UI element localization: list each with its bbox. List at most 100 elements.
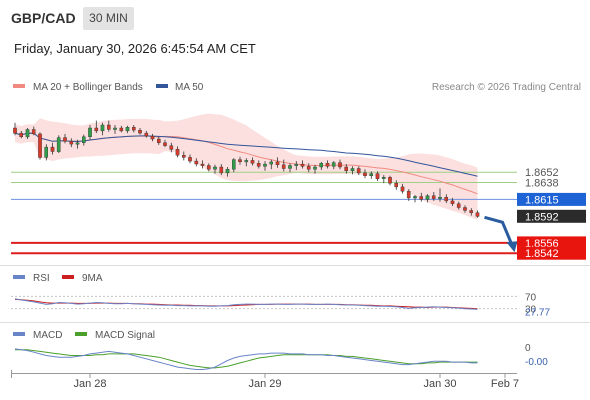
main-legend: MA 20 + Bollinger Bands MA 50 xyxy=(13,82,204,93)
copyright-text: Research © 2026 Trading Central xyxy=(432,82,581,93)
macd-panel: 0 -0.00 xyxy=(14,343,548,370)
level-tag-support xyxy=(517,236,586,250)
macd-current-value: -0.00 xyxy=(525,357,548,368)
candle-body xyxy=(231,159,236,170)
symbol-title: GBP/CAD xyxy=(11,10,76,26)
candle-body xyxy=(88,127,92,138)
candle-body xyxy=(344,166,349,171)
candle-body xyxy=(319,163,324,168)
legend-swatch-rsi xyxy=(13,275,25,279)
candle-body xyxy=(219,166,224,174)
rsi-line xyxy=(14,298,478,310)
candle-body xyxy=(131,126,136,131)
candle-body xyxy=(413,196,417,199)
macd-signal-line xyxy=(15,349,478,369)
candle-body xyxy=(188,157,192,162)
candle-body xyxy=(100,124,105,132)
level-tag-support xyxy=(517,246,586,260)
candle-body xyxy=(213,166,217,170)
candle-body xyxy=(94,127,99,132)
candle-body xyxy=(163,142,167,146)
rsi-current-value: 27.77 xyxy=(525,307,550,318)
candle-body xyxy=(38,133,42,158)
candle-body xyxy=(475,212,480,217)
candle-body xyxy=(288,165,292,169)
level-label-resistance: 1.8652 xyxy=(525,167,559,179)
forecast-arrow-line xyxy=(484,215,514,247)
ma50-line xyxy=(14,132,478,177)
candle-body xyxy=(250,160,255,164)
candle-body xyxy=(431,195,436,199)
level-tag-pivot xyxy=(517,192,586,206)
legend-label-rsi-ma: 9MA xyxy=(82,273,103,284)
level-label-last: 1.8592 xyxy=(525,211,559,223)
candle-body xyxy=(238,159,242,163)
candle-body xyxy=(244,160,249,163)
candle-body xyxy=(306,166,311,170)
candle-body xyxy=(394,182,399,188)
candle-body xyxy=(138,129,142,134)
x-axis-label: Jan 28 xyxy=(73,378,106,390)
candle-body xyxy=(225,168,230,174)
candle-body xyxy=(56,137,61,152)
macd-tick-zero: 0 xyxy=(525,343,531,354)
timeframe-badge[interactable]: 30 MIN xyxy=(83,7,134,30)
candle-body xyxy=(125,126,130,132)
legend-swatch-rsi-ma xyxy=(62,275,74,279)
candle-body xyxy=(200,163,205,166)
rsi-tick-30: 30 xyxy=(525,305,537,316)
x-axis-label: Feb 7 xyxy=(491,378,519,390)
candle-body xyxy=(281,164,286,169)
candle-body xyxy=(194,160,199,165)
candle-body xyxy=(69,140,74,145)
level-label-pivot: 1.8615 xyxy=(525,194,559,206)
candle-body xyxy=(369,173,374,177)
candle-body xyxy=(181,154,186,158)
candle-body xyxy=(275,161,280,165)
bollinger-band xyxy=(15,113,478,220)
candle-body xyxy=(50,146,55,152)
candle-body xyxy=(356,168,361,174)
legend-label-ma50: MA 50 xyxy=(175,82,204,93)
candle-body xyxy=(450,200,455,204)
candle-body xyxy=(169,145,174,150)
macd-line xyxy=(14,348,478,370)
candle-body xyxy=(338,162,342,168)
candle-body xyxy=(313,166,317,170)
candle-body xyxy=(81,136,86,143)
rsi-tick-70: 70 xyxy=(525,292,537,303)
candle-body xyxy=(469,210,474,213)
candle-body xyxy=(350,168,355,171)
candle-body xyxy=(381,177,386,180)
candle-body xyxy=(300,163,305,167)
candle-body xyxy=(400,186,405,192)
legend-label-macd: MACD xyxy=(33,330,62,341)
candle-body xyxy=(375,173,380,180)
level-label-support: 1.8542 xyxy=(525,248,559,260)
candle-body xyxy=(463,207,467,211)
macd-legend: MACD MACD Signal xyxy=(13,330,155,341)
legend-swatch-macd-signal xyxy=(75,332,87,336)
candle-body xyxy=(144,132,149,137)
candle-body xyxy=(331,162,336,167)
x-axis-label: Jan 29 xyxy=(248,378,281,390)
chart-datetime: Friday, January 30, 2026 6:45:54 AM CET xyxy=(14,41,256,56)
candle-body xyxy=(113,127,117,130)
forecast-arrow-head xyxy=(506,241,518,253)
candle-body xyxy=(325,163,330,167)
candle-body xyxy=(256,163,261,167)
x-axis-label: Jan 30 xyxy=(423,378,456,390)
candle-body xyxy=(438,196,442,199)
candle-body xyxy=(363,172,367,176)
candle-body xyxy=(419,196,424,200)
candle-body xyxy=(456,203,461,208)
candle-body xyxy=(63,137,67,142)
candle-body xyxy=(425,195,430,200)
candle-body xyxy=(150,135,155,140)
x-axis: Jan 28 Jan 29 Jan 30 Feb 7 xyxy=(11,370,519,390)
candle-body xyxy=(31,129,36,135)
candle-body xyxy=(44,146,48,158)
